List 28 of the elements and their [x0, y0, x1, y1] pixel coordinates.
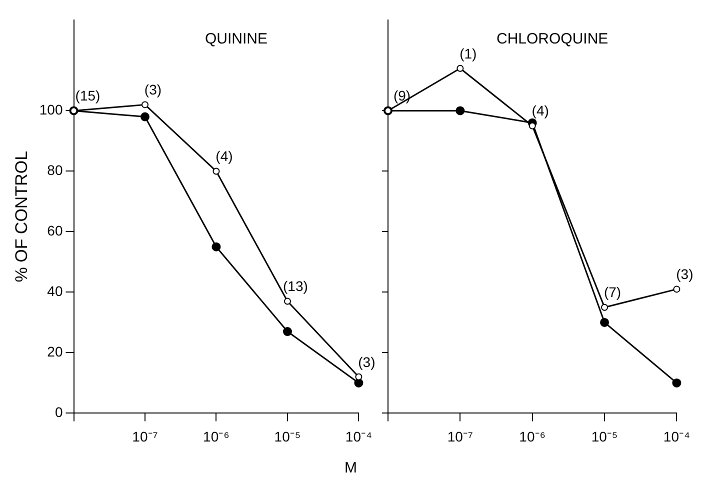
y-tick-label: 0 [54, 404, 63, 420]
x-tick-label: 10⁻⁷ [132, 428, 158, 444]
annotation: (13) [283, 278, 308, 294]
annotation: (9) [393, 88, 411, 104]
annotation: (4) [532, 102, 549, 119]
x-tick-label: 10⁻⁷ [447, 428, 473, 444]
y-axis-title: % OF CONTROL [12, 150, 31, 282]
annotation: (3) [676, 266, 694, 282]
y-tick-label: 100 [39, 102, 63, 118]
y-tick-label: 20 [47, 344, 63, 360]
x-tick-label: 10⁻⁵ [591, 428, 618, 444]
x-tick-label: 10⁻⁶ [519, 428, 546, 444]
annotation: (3) [358, 354, 376, 370]
x-tick-label: 10⁻⁴ [663, 428, 690, 444]
x-tick-label: 10⁻⁶ [203, 428, 230, 444]
annotation: (1) [460, 45, 477, 62]
annotation: (4) [216, 148, 233, 164]
annotation: (3) [144, 82, 162, 98]
annotation: (7) [604, 284, 622, 300]
x-axis-title: M [344, 460, 357, 477]
y-tick-label: 40 [47, 283, 63, 300]
x-tick-label: 10⁻⁵ [274, 428, 301, 444]
y-tick-label: 80 [47, 162, 63, 178]
text: QUININE [204, 30, 268, 48]
annotation: (15) [75, 88, 100, 104]
y-tick-label: 60 [47, 222, 63, 239]
x-tick-label: 10⁻⁴ [345, 428, 372, 444]
text: CHLOROQUINE [496, 30, 608, 48]
